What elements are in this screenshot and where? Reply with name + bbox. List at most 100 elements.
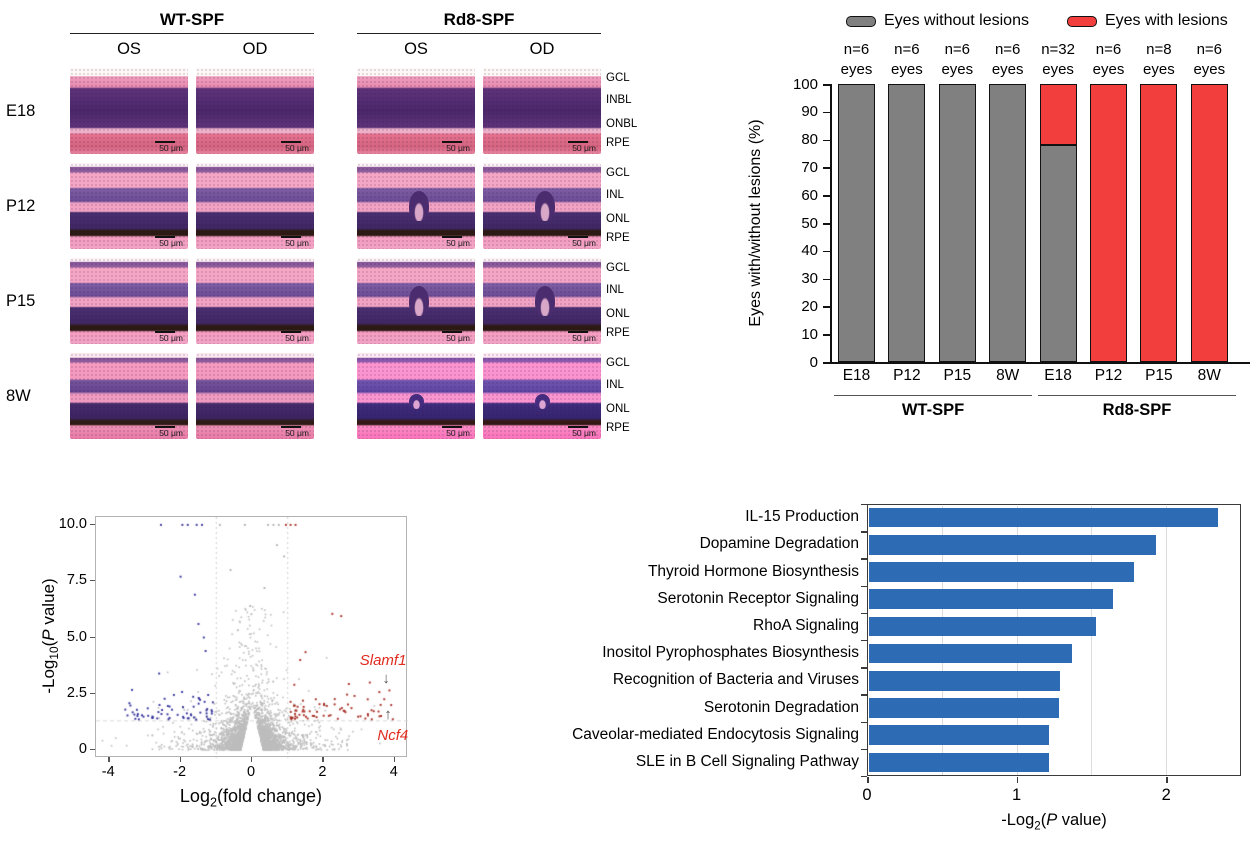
n-count-label: n=6 eyes xyxy=(880,40,934,79)
scale-bar-line xyxy=(155,426,175,428)
y-tick xyxy=(823,306,831,308)
n-count-unit: eyes xyxy=(1042,60,1074,78)
scale-bar-label: 50 μm xyxy=(572,427,596,438)
row-tick xyxy=(861,612,867,615)
n-count-value: n=6 xyxy=(843,41,870,58)
n-count-label: n=6 eyes xyxy=(930,40,984,79)
bar-segment-with-lesions xyxy=(1039,84,1077,146)
scale-bar-label: 50 μm xyxy=(446,237,470,248)
layer-label-gcl: GCL xyxy=(606,357,630,369)
row-label-p12: P12 xyxy=(6,196,36,215)
label-italic: P xyxy=(1046,811,1058,829)
volcano-y-tick xyxy=(90,749,95,751)
y-tick xyxy=(823,250,831,253)
pathway-bar xyxy=(869,671,1061,691)
scale-bar-label: 50 μm xyxy=(285,237,309,248)
retinal-lesion xyxy=(408,191,429,222)
pathway-x-tick xyxy=(1016,777,1019,783)
group-header-rd8-spf: Rd8-SPF xyxy=(357,10,601,34)
scale-bar-label: 50 μm xyxy=(285,427,309,438)
histology-image-rd8-8w: 50 μm xyxy=(483,353,601,439)
scale-bar-line xyxy=(281,331,301,333)
n-count-value: n=6 xyxy=(1196,41,1223,58)
n-count-value: n=6 xyxy=(894,41,920,58)
histology-image-rd8-e18: 50 μm xyxy=(357,68,475,154)
volcano-y-tick-label: 7.5 xyxy=(66,572,87,589)
layer-label-onbl: ONBL xyxy=(606,118,638,130)
pathway-plot-frame xyxy=(867,504,1241,776)
volcano-x-tick xyxy=(179,757,181,762)
y-tick xyxy=(823,362,831,364)
pathway-bar xyxy=(869,752,1049,773)
pathway-x-tick xyxy=(867,777,869,783)
volcano-y-tick-label: 10.0 xyxy=(58,515,87,532)
gray-swatch-icon xyxy=(846,15,876,27)
pathway-label: IL-15 Production xyxy=(745,508,859,526)
legend-label: Eyes without lesions xyxy=(884,12,1029,29)
scale-bar-line xyxy=(568,426,588,428)
x-tick-label-p12: P12 xyxy=(893,367,921,384)
pathway-label: Dopamine Degradation xyxy=(699,535,859,553)
n-count-unit: eyes xyxy=(840,60,873,78)
y-tick xyxy=(823,334,831,336)
scale-bar: 50 μm xyxy=(568,236,596,247)
legend-label: Eyes with lesions xyxy=(1104,12,1228,29)
layer-label-rpe: RPE xyxy=(606,137,630,149)
column-header-od: OD xyxy=(529,40,555,58)
n-count-unit: eyes xyxy=(941,60,974,78)
x-tick-label-8w: 8W xyxy=(996,367,1020,384)
pathway-x-tick xyxy=(1166,777,1168,783)
y-tick-label: 50 xyxy=(801,214,818,232)
volcano-y-tick-label: 0 xyxy=(78,741,87,758)
scale-bar: 50 μm xyxy=(281,141,309,152)
row-tick xyxy=(861,748,867,751)
y-tick-label: 60 xyxy=(801,186,818,204)
n-count-label: n=6 eyes xyxy=(1182,40,1236,79)
layer-label-rpe: RPE xyxy=(606,327,630,339)
layer-label-inbl: INBL xyxy=(606,94,632,106)
label-text: value) xyxy=(1057,811,1107,829)
pathway-label: Serotonin Receptor Signaling xyxy=(657,589,859,607)
volcano-x-tick xyxy=(322,757,324,762)
row-tick xyxy=(861,776,867,778)
bar-segment-without-lesions xyxy=(888,84,926,362)
row-tick xyxy=(861,721,867,723)
histology-row: P15 50 μm 50 μm 50 μm 50 μm GCL INL ONL RPE xyxy=(6,258,661,344)
scale-bar: 50 μm xyxy=(155,236,183,247)
row-tick xyxy=(861,585,867,587)
scale-bar-line xyxy=(568,236,588,238)
layer-label-rpe: RPE xyxy=(606,422,630,434)
row-label-p15: P15 xyxy=(6,291,36,310)
scale-bar: 50 μm xyxy=(568,331,596,342)
layer-labels-column: GCL INBL ONBL RPE xyxy=(606,68,652,154)
layer-label-gcl: GCL xyxy=(606,262,630,274)
row-tick xyxy=(861,531,867,533)
y-tick-label: 90 xyxy=(801,103,818,121)
scale-bar-line xyxy=(155,236,175,238)
y-tick-label: 100 xyxy=(792,75,818,93)
row-tick xyxy=(861,504,867,506)
scale-bar-label: 50 μm xyxy=(446,332,470,343)
volcano-y-tick-label: 2.5 xyxy=(66,684,87,701)
chart-legend: Eyes without lesions Eyes with lesions xyxy=(846,12,1228,30)
bar-segment-without-lesions xyxy=(1039,145,1077,362)
pathway-label: Inositol Pyrophosphates Biosynthesis xyxy=(602,644,859,662)
legend-item-without-lesions: Eyes without lesions xyxy=(846,12,1029,30)
scale-bar: 50 μm xyxy=(281,236,309,247)
scale-bar: 50 μm xyxy=(442,426,470,437)
histology-image-wt-p12: 50 μm xyxy=(196,163,314,249)
y-tick-label: 10 xyxy=(801,325,818,343)
gridline xyxy=(1091,506,1093,775)
label-text: ( xyxy=(1040,811,1047,829)
histology-image-wt-e18: 50 μm xyxy=(70,68,188,154)
pathway-label: Recognition of Bacteria and Viruses xyxy=(612,671,859,689)
scale-bar-label: 50 μm xyxy=(572,332,596,343)
volcano-x-tick-label: -2 xyxy=(173,764,187,780)
red-swatch-icon xyxy=(1066,15,1097,27)
volcano-x-tick-label: -4 xyxy=(101,764,115,780)
y-tick xyxy=(823,139,831,142)
y-tick-label: 40 xyxy=(801,242,818,260)
row-tick xyxy=(861,667,867,669)
x-tick-label-p15: P15 xyxy=(1145,367,1173,384)
